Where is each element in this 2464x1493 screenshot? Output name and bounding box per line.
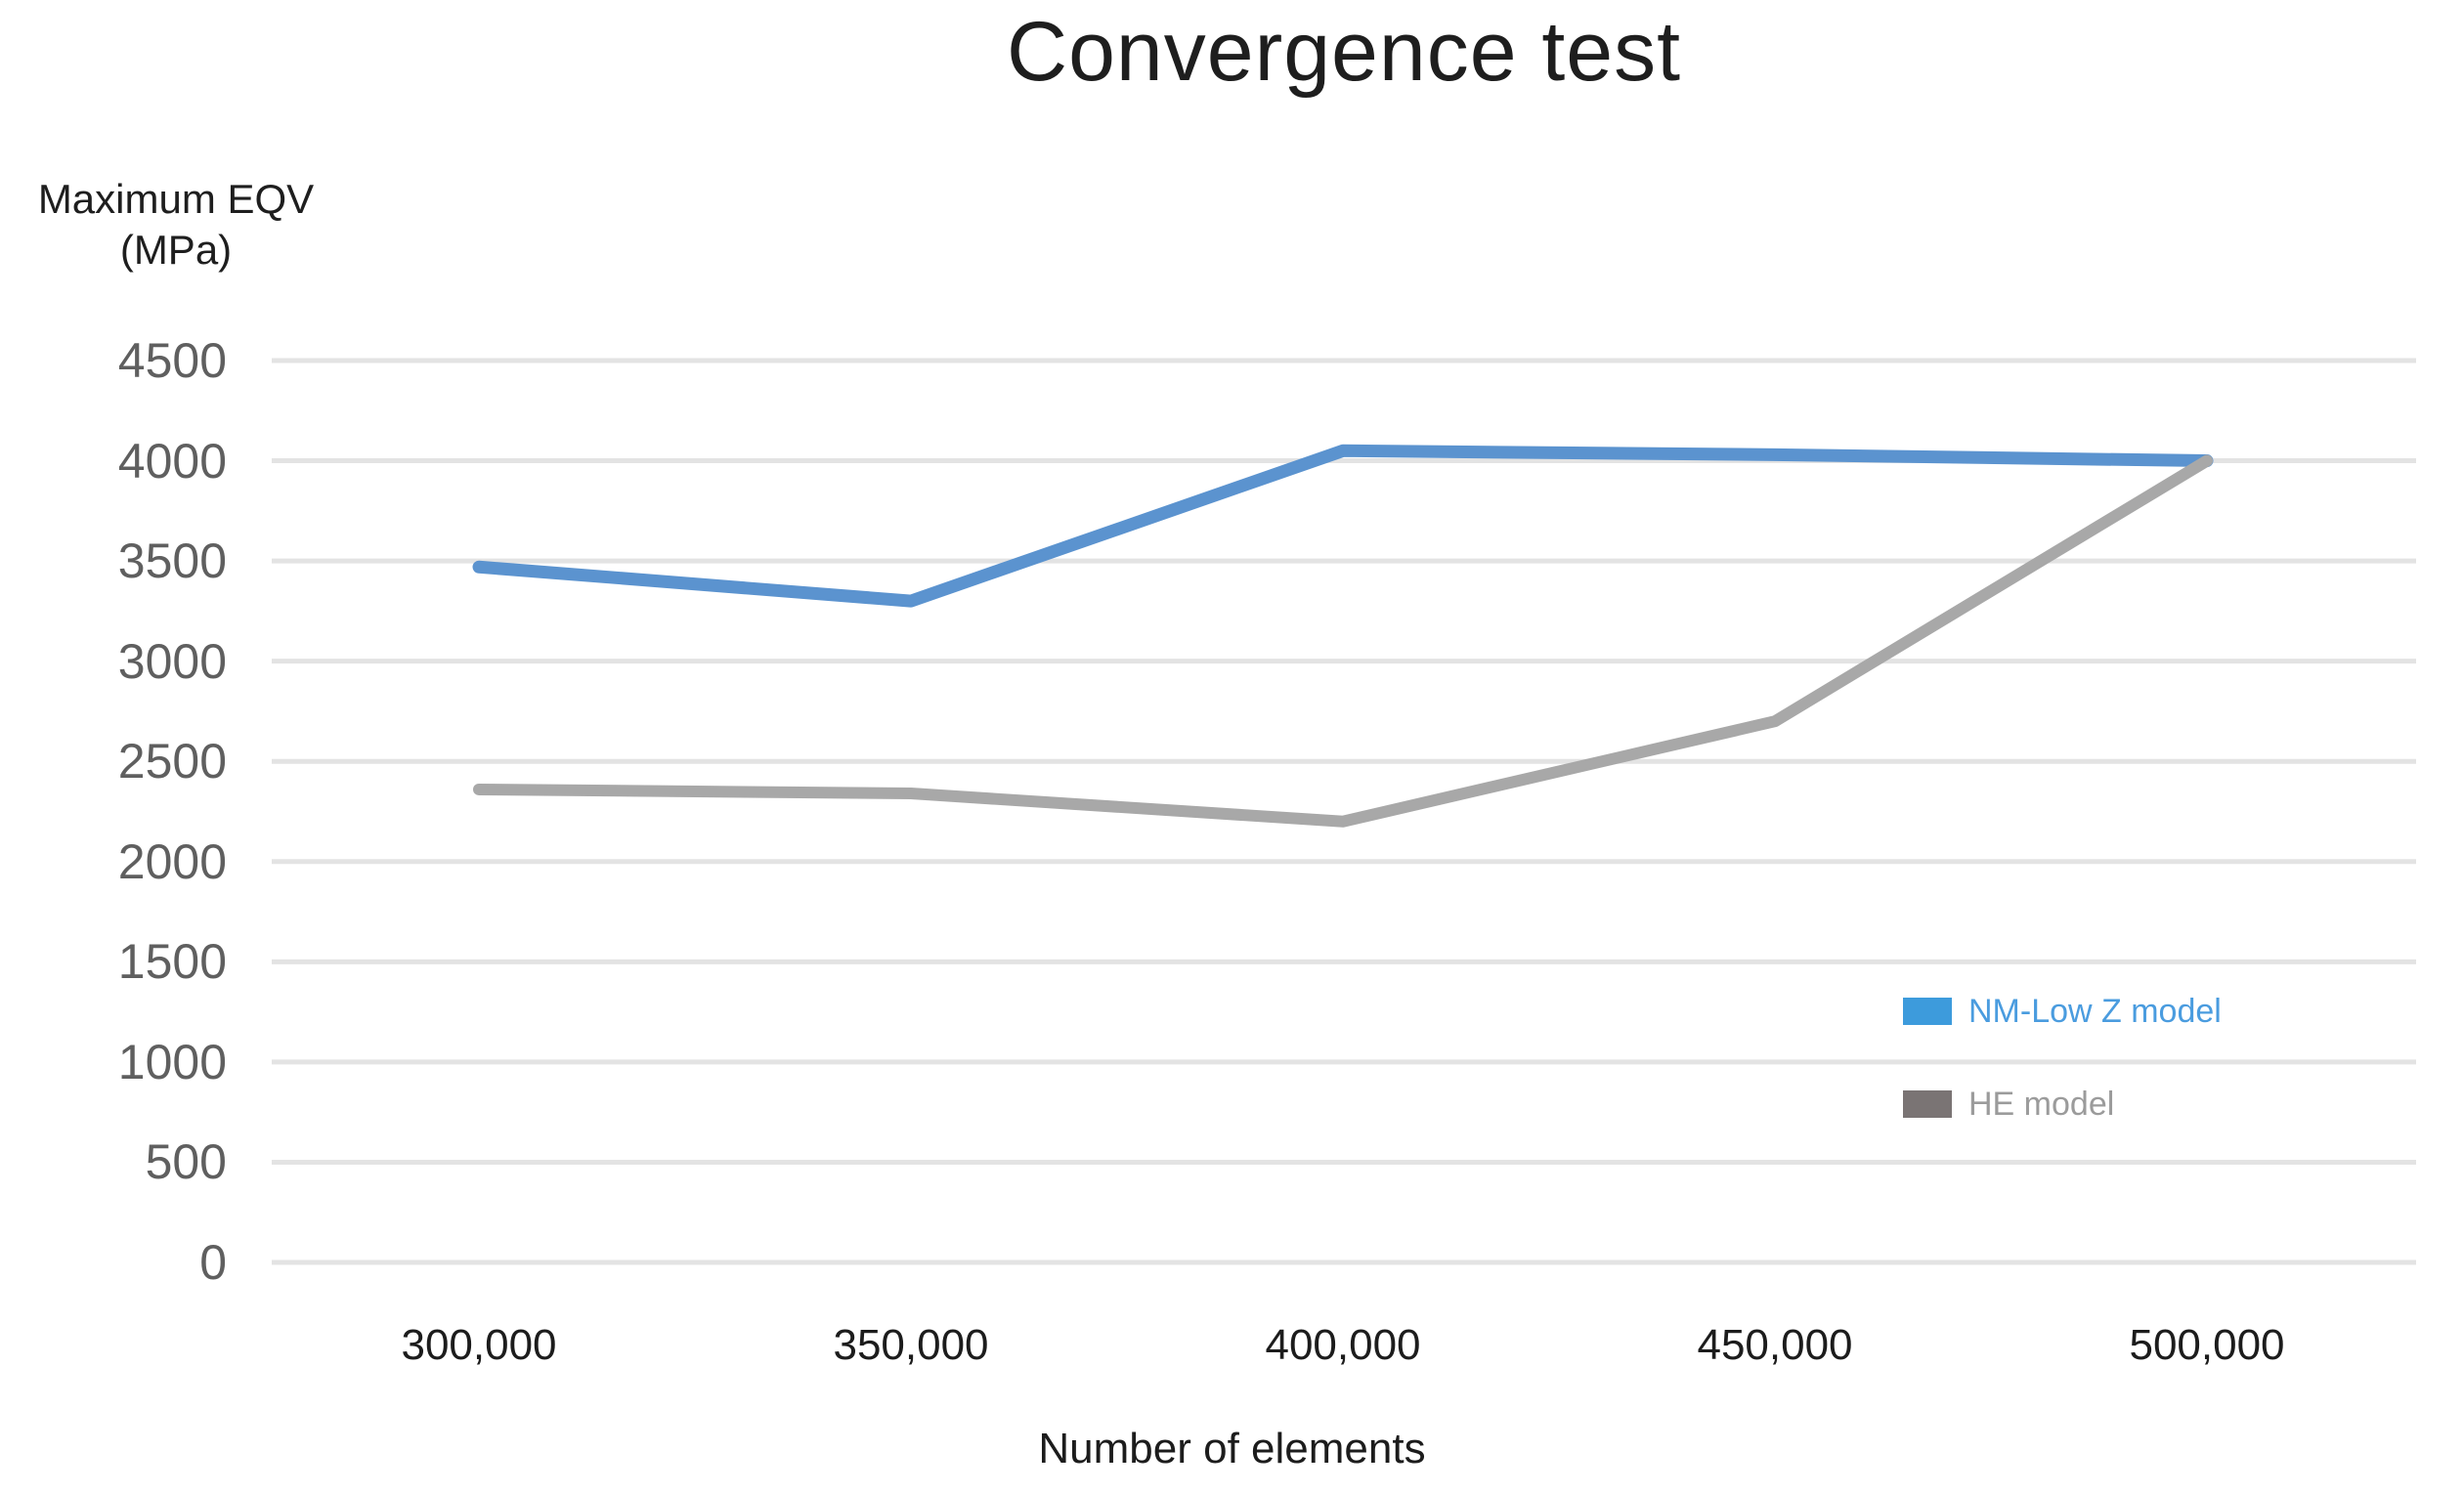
x-tick-label-450000: 450,000 [1697,1321,1853,1369]
y-axis-label: Maximum EQV (MPa) [20,174,332,276]
x-tick-label-350000: 350,000 [833,1321,989,1369]
legend-swatch-nm-low-z-model [1903,998,1952,1025]
legend-label-he-model: HE model [1968,1086,2115,1123]
y-tick-label-1000: 1000 [117,1034,227,1089]
y-axis-label-line1: Maximum EQV [37,176,315,222]
y-axis-label-line2: (MPa) [119,227,233,273]
y-tick-label-0: 0 [199,1235,227,1290]
legend-swatch-he-model [1903,1090,1952,1118]
y-tick-label-2500: 2500 [117,734,227,789]
y-tick-label-4500: 4500 [117,333,227,388]
y-tick-label-2000: 2000 [117,833,227,889]
x-tick-label-400000: 400,000 [1265,1321,1421,1369]
series-line-nm-low-z-model [472,444,2214,608]
series-line-he-model [473,454,2213,828]
y-tick-label-500: 500 [145,1134,227,1190]
y-tick-label-3000: 3000 [117,633,227,689]
legend-label-nm-low-z-model: NM-Low Z model [1968,993,2222,1030]
x-tick-label-300000: 300,000 [401,1321,557,1369]
y-tick-label-1500: 1500 [117,934,227,990]
y-tick-label-4000: 4000 [117,433,227,489]
y-tick-label-3500: 3500 [117,533,227,589]
x-tick-label-500000: 500,000 [2129,1321,2285,1369]
x-axis-label: Number of elements [1038,1425,1426,1472]
chart-title: Convergence test [1006,5,1682,99]
